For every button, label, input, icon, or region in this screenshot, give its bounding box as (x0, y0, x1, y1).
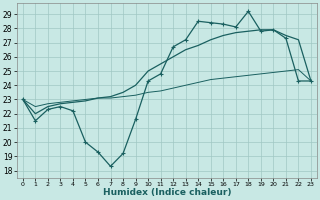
X-axis label: Humidex (Indice chaleur): Humidex (Indice chaleur) (103, 188, 231, 197)
